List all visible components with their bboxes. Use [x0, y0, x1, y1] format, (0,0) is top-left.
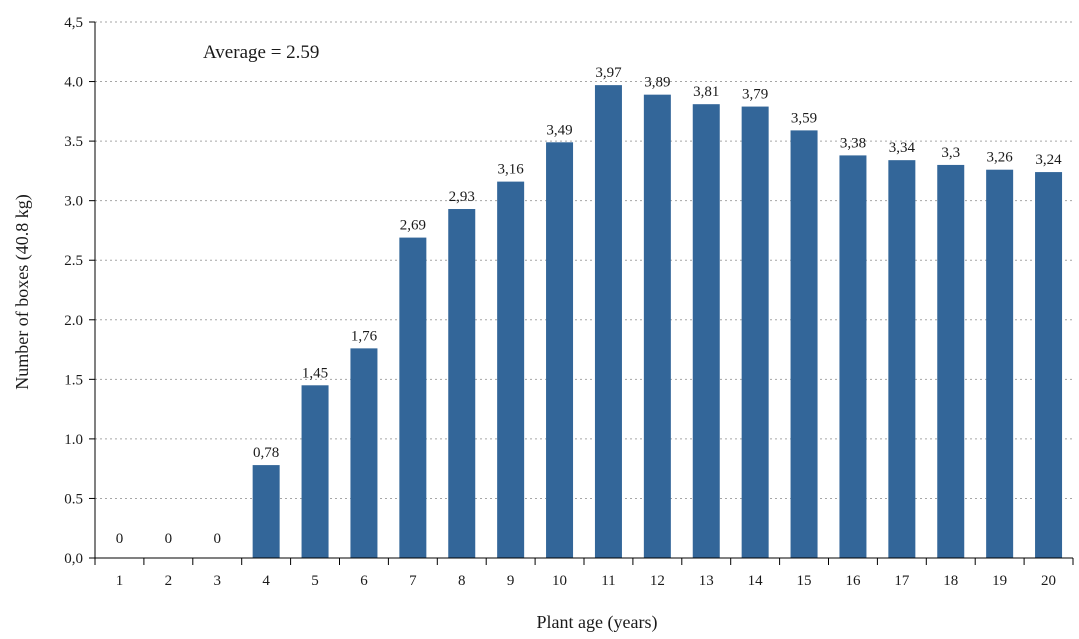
data-label: 3,34 — [889, 140, 916, 156]
bar — [643, 94, 671, 558]
x-tick-label: 20 — [1041, 573, 1056, 589]
bar — [448, 209, 476, 558]
data-label: 3,38 — [840, 135, 866, 151]
y-tick-label: 2.5 — [64, 253, 83, 269]
x-axis-title: Plant age (years) — [537, 612, 658, 633]
y-tick-label: 3.5 — [64, 134, 83, 150]
y-axis-title: Number of boxes (40.8 kg) — [12, 194, 33, 389]
data-label: 3,89 — [644, 75, 670, 91]
y-tick-label: 3.0 — [64, 194, 83, 210]
axes — [89, 21, 1074, 565]
x-tick-label: 5 — [311, 573, 319, 589]
data-label: 3,26 — [987, 150, 1014, 166]
gridlines — [95, 21, 1073, 499]
x-tick-label: 8 — [458, 573, 466, 589]
data-label: 3,81 — [693, 84, 719, 100]
bar — [986, 169, 1014, 558]
x-tick-label: 2 — [165, 573, 173, 589]
bar — [497, 181, 525, 558]
bar — [937, 164, 965, 558]
bars — [252, 85, 1063, 559]
bar — [252, 465, 280, 558]
bar — [350, 348, 378, 558]
bar — [741, 106, 769, 559]
y-tick-label: 0.5 — [64, 491, 83, 507]
x-tick-label: 9 — [507, 573, 515, 589]
y-tick-label: 0,0 — [64, 551, 83, 567]
data-label: 3,16 — [498, 162, 525, 178]
x-tick-label: 14 — [748, 573, 764, 589]
bar — [888, 160, 916, 558]
x-tick-label: 13 — [699, 573, 714, 589]
bar — [546, 142, 574, 558]
data-label: 0 — [165, 531, 173, 547]
data-label: 3,97 — [595, 65, 622, 81]
bar — [692, 104, 720, 558]
data-label: 3,24 — [1035, 152, 1062, 168]
x-tick-label: 19 — [992, 573, 1007, 589]
x-tick-label: 11 — [601, 573, 615, 589]
data-label: 3,49 — [546, 122, 572, 138]
x-tick-label: 17 — [894, 573, 910, 589]
x-tick-label: 3 — [214, 573, 222, 589]
bar — [594, 85, 622, 558]
data-label: 0 — [116, 531, 124, 547]
labels: 0 0 0 0,78 1,45 1,76 2,69 2,93 3,16 3,49 3,97 3,89 3… — [64, 15, 1062, 589]
bar — [790, 130, 818, 558]
x-tick-label: 15 — [797, 573, 812, 589]
average-annotation: Average = 2.59 — [203, 42, 319, 63]
x-tick-label: 16 — [845, 573, 861, 589]
data-label: 0 — [214, 531, 222, 547]
bar — [1035, 172, 1063, 558]
bar — [301, 385, 329, 558]
y-tick-label: 1.0 — [64, 432, 83, 448]
data-label: 3,79 — [742, 87, 768, 103]
data-label: 1,45 — [302, 365, 328, 381]
x-tick-label: 4 — [262, 573, 270, 589]
x-tick-label: 18 — [943, 573, 958, 589]
bar — [399, 237, 427, 558]
y-tick-label: 1.5 — [64, 372, 83, 388]
y-tick-label: 4.0 — [64, 75, 83, 91]
data-label: 2,69 — [400, 218, 426, 234]
x-tick-label: 1 — [116, 573, 124, 589]
x-tick-label: 7 — [409, 573, 417, 589]
bar — [839, 155, 867, 558]
x-tick-label: 12 — [650, 573, 665, 589]
x-tick-label: 6 — [360, 573, 368, 589]
data-label: 2,93 — [449, 189, 475, 205]
data-label: 3,59 — [791, 110, 817, 126]
x-tick-label: 10 — [552, 573, 567, 589]
data-label: 0,78 — [253, 445, 279, 461]
data-label: 3,3 — [941, 145, 960, 161]
y-tick-label: 4,5 — [64, 15, 83, 31]
y-tick-label: 2.0 — [64, 313, 83, 329]
data-label: 1,76 — [351, 328, 378, 344]
